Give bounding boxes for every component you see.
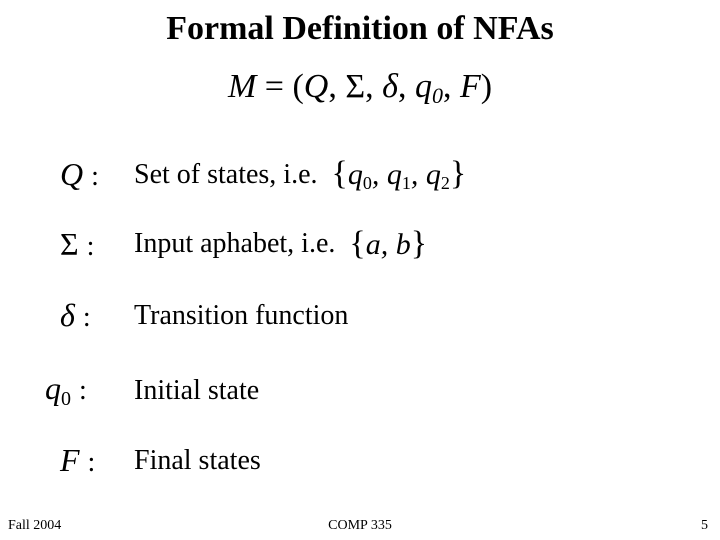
row-delta: δ : Transition function <box>60 297 680 334</box>
example-Q-set: {q0, q1, q2} <box>332 155 467 194</box>
symbol-q0-q: q <box>45 370 61 406</box>
row-Sigma: Σ : Input aphabet, i.e. {a, b} <box>60 225 680 263</box>
tuple-Q: Q <box>304 68 329 105</box>
tuple-F: F <box>460 68 481 105</box>
set-sub0: 0 <box>363 173 372 193</box>
tuple-comma: , <box>398 68 415 105</box>
brace-open: { <box>349 225 365 262</box>
row-Q: Q : Set of states, i.e. {q0, q1, q2} <box>60 155 680 194</box>
footer-course: COMP 335 <box>0 518 720 534</box>
symbol-Sigma-text: Σ <box>60 226 79 262</box>
desc-Sigma: Input aphabet, i.e. <box>134 228 335 260</box>
tuple-q0: q0 <box>415 68 443 105</box>
symbol-q0: q0 : <box>45 370 120 411</box>
row-q0: q0 : Initial state <box>45 370 680 411</box>
symbol-q0-sub: 0 <box>61 388 71 410</box>
set-a: a <box>366 228 381 261</box>
row-F: F : Final states <box>60 442 680 479</box>
desc-q0: Initial state <box>134 375 259 407</box>
slide-title: Formal Definition of NFAs <box>0 10 720 48</box>
symbol-delta-text: δ <box>60 297 75 333</box>
set-q: q <box>426 158 441 191</box>
tuple-q0-q: q <box>415 68 432 105</box>
tuple-comma: , <box>365 68 382 105</box>
set-sub1: 1 <box>402 173 411 193</box>
set-sub2: 2 <box>441 173 450 193</box>
brace-open: { <box>332 155 348 192</box>
colon: : <box>87 231 95 262</box>
brace-close: } <box>411 225 427 262</box>
symbol-delta: δ : <box>60 297 120 334</box>
tuple-q0-sub: 0 <box>432 83 443 108</box>
symbol-F-text: F <box>60 442 80 478</box>
set-q: q <box>348 158 363 191</box>
tuple-M: M <box>228 68 256 105</box>
nfa-tuple-definition: M = (Q, Σ, δ, q0, F) <box>0 68 720 109</box>
symbol-Sigma: Σ : <box>60 226 120 263</box>
tuple-Sigma: Σ <box>345 68 365 105</box>
symbol-Q-text: Q <box>60 156 83 192</box>
symbol-Q: Q : <box>60 156 120 193</box>
tuple-close-paren: ) <box>481 68 492 105</box>
tuple-comma: , <box>443 68 460 105</box>
tuple-eq: = <box>256 68 292 105</box>
desc-Q: Set of states, i.e. <box>134 159 318 191</box>
colon: : <box>88 447 96 478</box>
symbol-F: F : <box>60 442 120 479</box>
colon: : <box>79 375 87 406</box>
example-Sigma-set: {a, b} <box>349 225 427 263</box>
tuple-delta: δ <box>382 68 398 105</box>
colon: : <box>91 161 99 192</box>
desc-delta: Transition function <box>134 300 348 332</box>
set-q: q <box>387 158 402 191</box>
tuple-comma: , <box>328 68 345 105</box>
set-b: b <box>396 228 411 261</box>
tuple-open-paren: ( <box>292 68 303 105</box>
desc-F: Final states <box>134 445 261 477</box>
brace-close: } <box>450 155 466 192</box>
colon: : <box>83 302 91 333</box>
footer-page-number: 5 <box>701 518 708 534</box>
